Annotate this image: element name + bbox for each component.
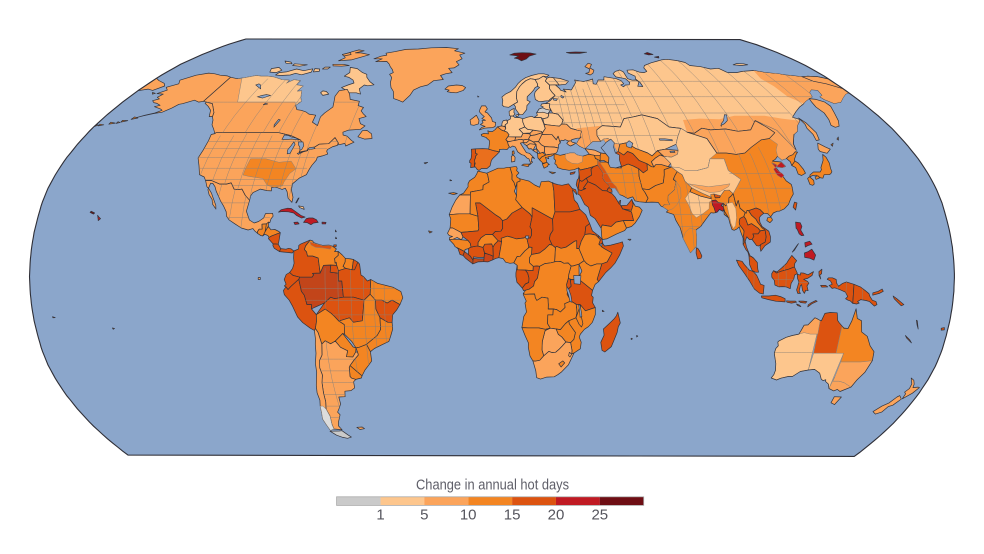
svg-text:20: 20 xyxy=(548,507,565,524)
svg-text:15: 15 xyxy=(504,507,521,524)
svg-text:5: 5 xyxy=(420,507,428,524)
svg-text:Change in annual hot days: Change in annual hot days xyxy=(416,478,569,494)
svg-text:1: 1 xyxy=(376,507,384,524)
svg-text:25: 25 xyxy=(591,507,608,524)
svg-text:10: 10 xyxy=(460,507,477,524)
